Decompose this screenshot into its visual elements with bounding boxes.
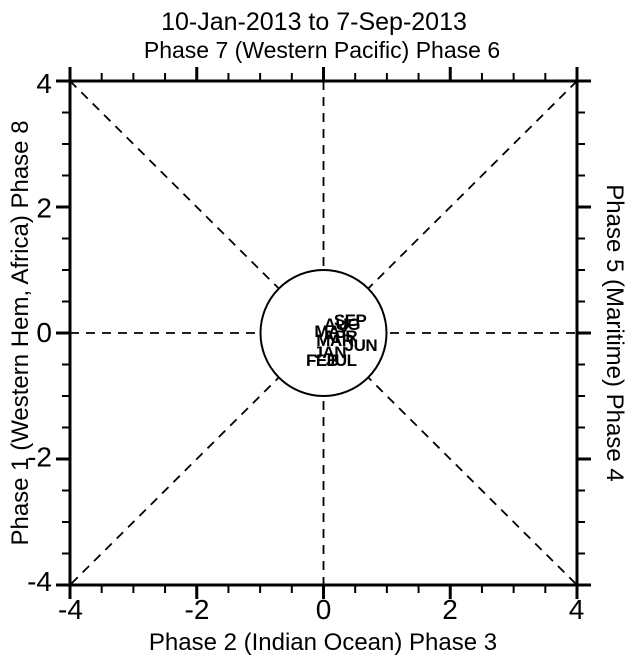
left-axis-label: Phase 1 (Western Hem, Africa) Phase 8 [7, 120, 34, 545]
y-tick-label: 4 [36, 68, 52, 99]
top-axis-label: Phase 7 (Western Pacific) Phase 6 [144, 37, 500, 63]
month-start-labels: SEP AUG JUL JUN MAY APR MAR FEB JAN [306, 311, 378, 370]
plot-title: 10-Jan-2013 to 7-Sep-2013 [161, 8, 467, 36]
month-label-apr: APR [323, 327, 358, 346]
month-label-sep: SEP [334, 311, 367, 330]
month-label-jun: JUN [345, 336, 378, 355]
month-label-jan: JAN [314, 343, 347, 362]
y-tick-label: 0 [36, 317, 52, 348]
axes-box [68, 79, 579, 587]
month-label-mar: MAR [316, 331, 353, 350]
x-tick-label: 4 [569, 594, 585, 625]
y-tick-label: 2 [36, 193, 52, 224]
y-tick-label: -4 [27, 566, 52, 597]
x-tick-label: -2 [185, 594, 210, 625]
x-tick-label: 0 [316, 594, 332, 625]
y-tick-labels: 4 2 0 -2 -4 [27, 68, 52, 597]
x-tick-label: 2 [442, 594, 458, 625]
month-label-may: MAY [314, 322, 350, 341]
x-tick-labels: -4 -2 0 2 4 [58, 594, 584, 625]
month-label-feb: FEB [306, 351, 339, 370]
x-tick-label: -4 [58, 594, 83, 625]
bottom-axis-label: Phase 2 (Indian Ocean) Phase 3 [149, 629, 497, 656]
month-label-jul: JUL [326, 351, 357, 370]
month-label-aug: AUG [324, 315, 361, 334]
right-axis-label: Phase 5 (Maritime) Phase 4 [601, 184, 628, 481]
unit-circle [259, 269, 388, 397]
y-tick-label: -2 [27, 442, 52, 473]
